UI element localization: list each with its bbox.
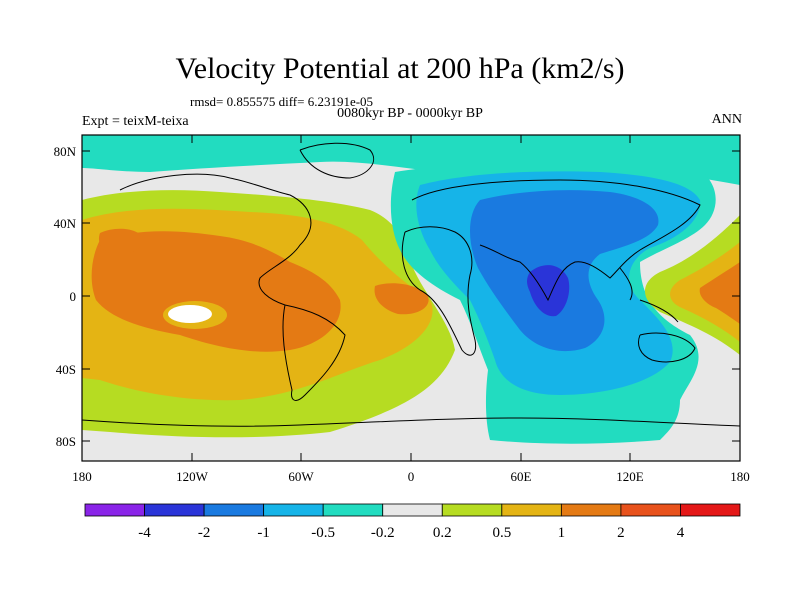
- colorbar-level-label: 1: [558, 525, 566, 541]
- colorbar-swatch: [84, 503, 145, 517]
- colorbar-swatch: [441, 503, 503, 517]
- lon-label-120w: 120W: [176, 469, 209, 484]
- lon-label-60e: 60E: [511, 469, 532, 484]
- experiment-label: Expt = teixM-teixa: [82, 114, 189, 129]
- colorbar-swatch: [680, 503, 741, 517]
- lon-label-60w: 60W: [288, 469, 314, 484]
- lat-label-40s: 40S: [56, 362, 76, 377]
- lat-label-80n: 80N: [54, 144, 77, 159]
- colorbar-swatch: [263, 503, 324, 517]
- lon-label-120e: 120E: [616, 469, 644, 484]
- rmsd-stats: rmsd= 0.855575 diff= 6.23191e-05: [190, 94, 374, 109]
- contour-field: [82, 135, 740, 461]
- colorbar-level-label: 0.5: [492, 525, 511, 541]
- map-title: Velocity Potential at 200 hPa (km2/s): [175, 52, 625, 85]
- colorbar-swatch: [203, 503, 265, 517]
- colorbar-swatch: [144, 503, 205, 517]
- colorbar-level-label: 2: [617, 525, 625, 541]
- colorbar-swatch: [501, 503, 562, 517]
- colorbar-swatch: [620, 503, 681, 517]
- lat-label-40n: 40N: [54, 216, 77, 231]
- lat-label-80s: 80S: [56, 434, 76, 449]
- period-subtitle: 0080kyr BP - 0000kyr BP: [337, 106, 483, 121]
- coastlines: [82, 142, 740, 427]
- lon-label-180e: 180: [730, 469, 750, 484]
- lat-label-0: 0: [70, 289, 77, 304]
- lon-label-180w: 180: [72, 469, 92, 484]
- colorbar-swatch: [382, 503, 443, 517]
- colorbar-swatch: [560, 503, 622, 517]
- colorbar-level-label: -2: [198, 525, 211, 541]
- colorbar-level-label: -1: [257, 525, 270, 541]
- lon-label-0: 0: [408, 469, 415, 484]
- season-label: ANN: [711, 112, 742, 127]
- colorbar-swatch: [322, 503, 384, 517]
- colorbar-level-label: -0.2: [371, 525, 395, 541]
- colorbar-level-label: 0.2: [433, 525, 452, 541]
- colorbar-level-label: -4: [138, 525, 151, 541]
- colorbar-level-label: -0.5: [311, 525, 335, 541]
- colorbar: -4 -2 -1 -0.5 -0.2 0.2 0.5 1 2 4: [84, 503, 741, 541]
- colorbar-level-label: 4: [677, 525, 685, 541]
